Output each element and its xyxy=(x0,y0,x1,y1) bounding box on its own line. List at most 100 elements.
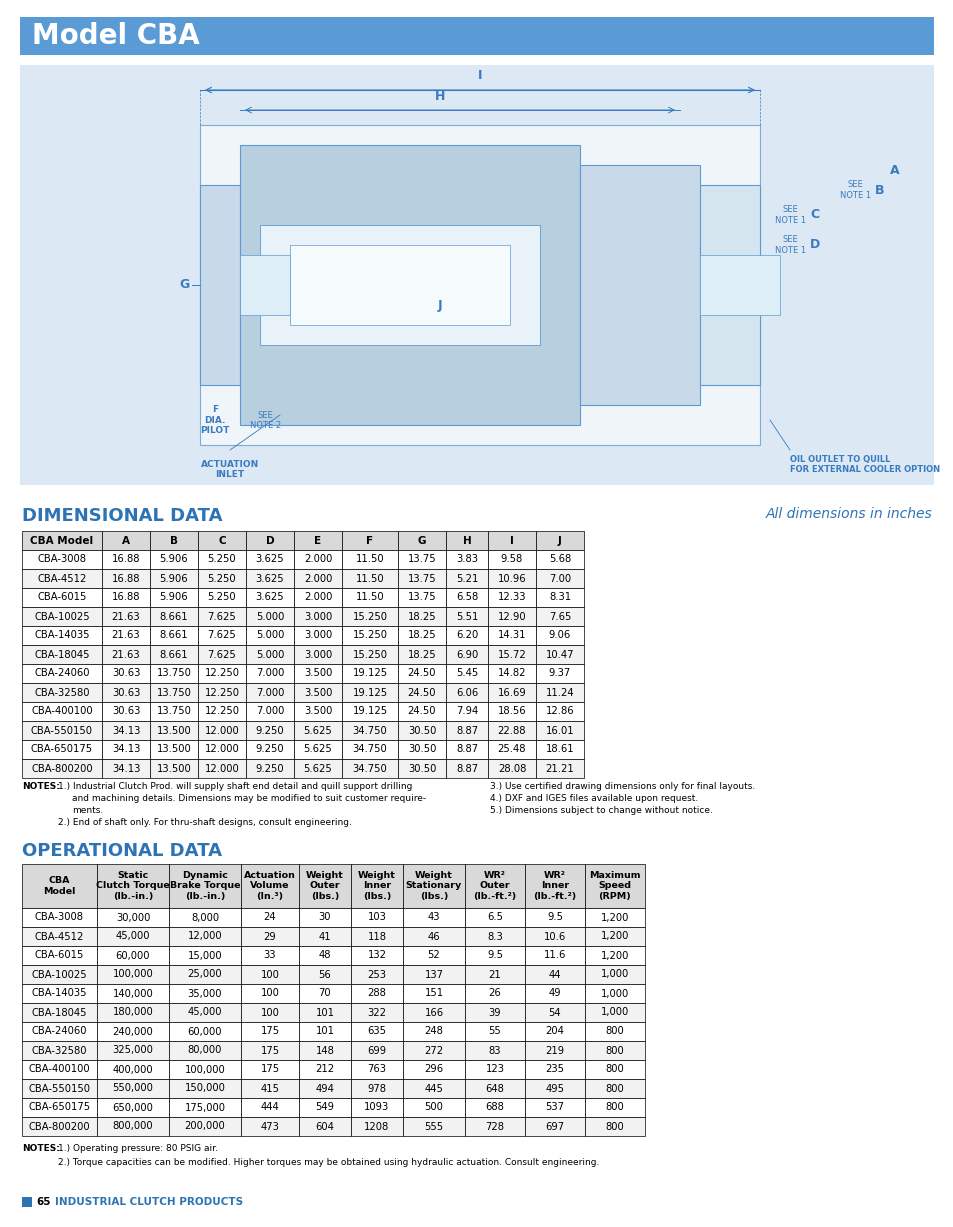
Text: 6.20: 6.20 xyxy=(456,631,477,640)
Bar xyxy=(524,1022,584,1040)
Bar xyxy=(246,531,294,550)
Text: 13.500: 13.500 xyxy=(156,763,192,773)
Text: 2.000: 2.000 xyxy=(303,573,332,584)
Text: 18.25: 18.25 xyxy=(407,631,436,640)
Bar xyxy=(22,607,102,626)
Bar xyxy=(150,683,198,702)
Text: 43: 43 xyxy=(427,913,439,923)
Bar xyxy=(536,760,583,778)
Text: 235: 235 xyxy=(545,1065,564,1075)
Text: 48: 48 xyxy=(318,951,331,961)
Text: I: I xyxy=(510,535,514,546)
Text: 175,000: 175,000 xyxy=(184,1103,225,1113)
Bar xyxy=(397,721,446,740)
Bar xyxy=(246,721,294,740)
Text: CBA-800200: CBA-800200 xyxy=(29,1121,91,1131)
Text: ments.: ments. xyxy=(71,806,103,815)
Bar xyxy=(341,531,397,550)
Bar xyxy=(298,1098,351,1117)
Bar xyxy=(402,928,464,946)
Text: 12.250: 12.250 xyxy=(204,669,239,679)
Text: 21.63: 21.63 xyxy=(112,631,140,640)
Text: 15,000: 15,000 xyxy=(188,951,222,961)
Text: 11.50: 11.50 xyxy=(355,573,384,584)
Bar xyxy=(22,1079,97,1098)
Text: 30,000: 30,000 xyxy=(115,913,150,923)
Text: 5.906: 5.906 xyxy=(159,593,188,602)
Bar xyxy=(97,1060,169,1079)
Bar xyxy=(341,740,397,760)
Bar xyxy=(298,984,351,1002)
Bar xyxy=(241,928,298,946)
Text: 100,000: 100,000 xyxy=(185,1065,225,1075)
Text: 7.00: 7.00 xyxy=(548,573,571,584)
Text: 13.750: 13.750 xyxy=(156,707,192,717)
Text: 18.25: 18.25 xyxy=(407,649,436,659)
Bar xyxy=(22,531,102,550)
Text: 5.) Dimensions subject to change without notice.: 5.) Dimensions subject to change without… xyxy=(490,806,712,815)
Bar xyxy=(488,607,536,626)
Bar xyxy=(397,588,446,607)
Text: 212: 212 xyxy=(315,1065,335,1075)
Text: 100,000: 100,000 xyxy=(112,969,153,979)
Bar xyxy=(351,1040,402,1060)
Bar xyxy=(536,740,583,760)
Text: 41: 41 xyxy=(318,931,331,941)
Text: C: C xyxy=(218,535,226,546)
Text: All dimensions in inches: All dimensions in inches xyxy=(764,507,931,521)
Bar xyxy=(198,550,246,569)
Text: CBA-6015: CBA-6015 xyxy=(37,593,87,602)
Bar xyxy=(524,1002,584,1022)
Text: 14.31: 14.31 xyxy=(497,631,526,640)
Text: 9.5: 9.5 xyxy=(486,951,502,961)
Bar xyxy=(584,946,644,964)
Bar xyxy=(524,908,584,928)
Bar xyxy=(198,645,246,664)
Bar xyxy=(97,1022,169,1040)
Bar xyxy=(446,550,488,569)
Bar xyxy=(536,702,583,721)
Text: 219: 219 xyxy=(545,1045,564,1055)
Text: SEE
NOTE 1: SEE NOTE 1 xyxy=(840,180,870,200)
Bar xyxy=(341,702,397,721)
Text: 34.750: 34.750 xyxy=(353,745,387,755)
Text: 3.83: 3.83 xyxy=(456,555,477,564)
Bar xyxy=(150,702,198,721)
Text: 473: 473 xyxy=(260,1121,279,1131)
Bar xyxy=(150,664,198,683)
Bar xyxy=(446,683,488,702)
Bar xyxy=(488,683,536,702)
Text: 1.) Operating pressure: 80 PSIG air.: 1.) Operating pressure: 80 PSIG air. xyxy=(58,1144,217,1153)
Bar xyxy=(198,683,246,702)
Text: 16.88: 16.88 xyxy=(112,593,140,602)
Bar xyxy=(241,1022,298,1040)
Bar xyxy=(298,1040,351,1060)
Bar xyxy=(341,683,397,702)
Text: 296: 296 xyxy=(424,1065,443,1075)
Bar xyxy=(524,1079,584,1098)
Text: 13.750: 13.750 xyxy=(156,669,192,679)
Text: 29: 29 xyxy=(263,931,276,941)
Bar xyxy=(102,740,150,760)
Text: C: C xyxy=(809,209,819,222)
Text: 21.63: 21.63 xyxy=(112,611,140,622)
Bar xyxy=(584,1117,644,1136)
Text: OIL OUTLET TO QUILL
FOR EXTERNAL COOLER OPTION: OIL OUTLET TO QUILL FOR EXTERNAL COOLER … xyxy=(789,455,939,475)
Text: J: J xyxy=(437,298,442,312)
Bar xyxy=(200,125,760,445)
Bar xyxy=(102,588,150,607)
Text: CBA-550150: CBA-550150 xyxy=(29,1083,91,1093)
Text: 13.75: 13.75 xyxy=(407,555,436,564)
Text: 494: 494 xyxy=(315,1083,335,1093)
Bar xyxy=(246,626,294,645)
Text: 4.) DXF and IGES files available upon request.: 4.) DXF and IGES files available upon re… xyxy=(490,794,698,802)
Bar xyxy=(20,17,933,55)
Bar xyxy=(298,1060,351,1079)
Bar xyxy=(446,626,488,645)
Bar xyxy=(298,908,351,928)
Text: 444: 444 xyxy=(260,1103,279,1113)
Bar xyxy=(246,645,294,664)
Text: 800: 800 xyxy=(605,1103,623,1113)
Text: 5.51: 5.51 xyxy=(456,611,477,622)
Text: 12.000: 12.000 xyxy=(204,725,239,735)
